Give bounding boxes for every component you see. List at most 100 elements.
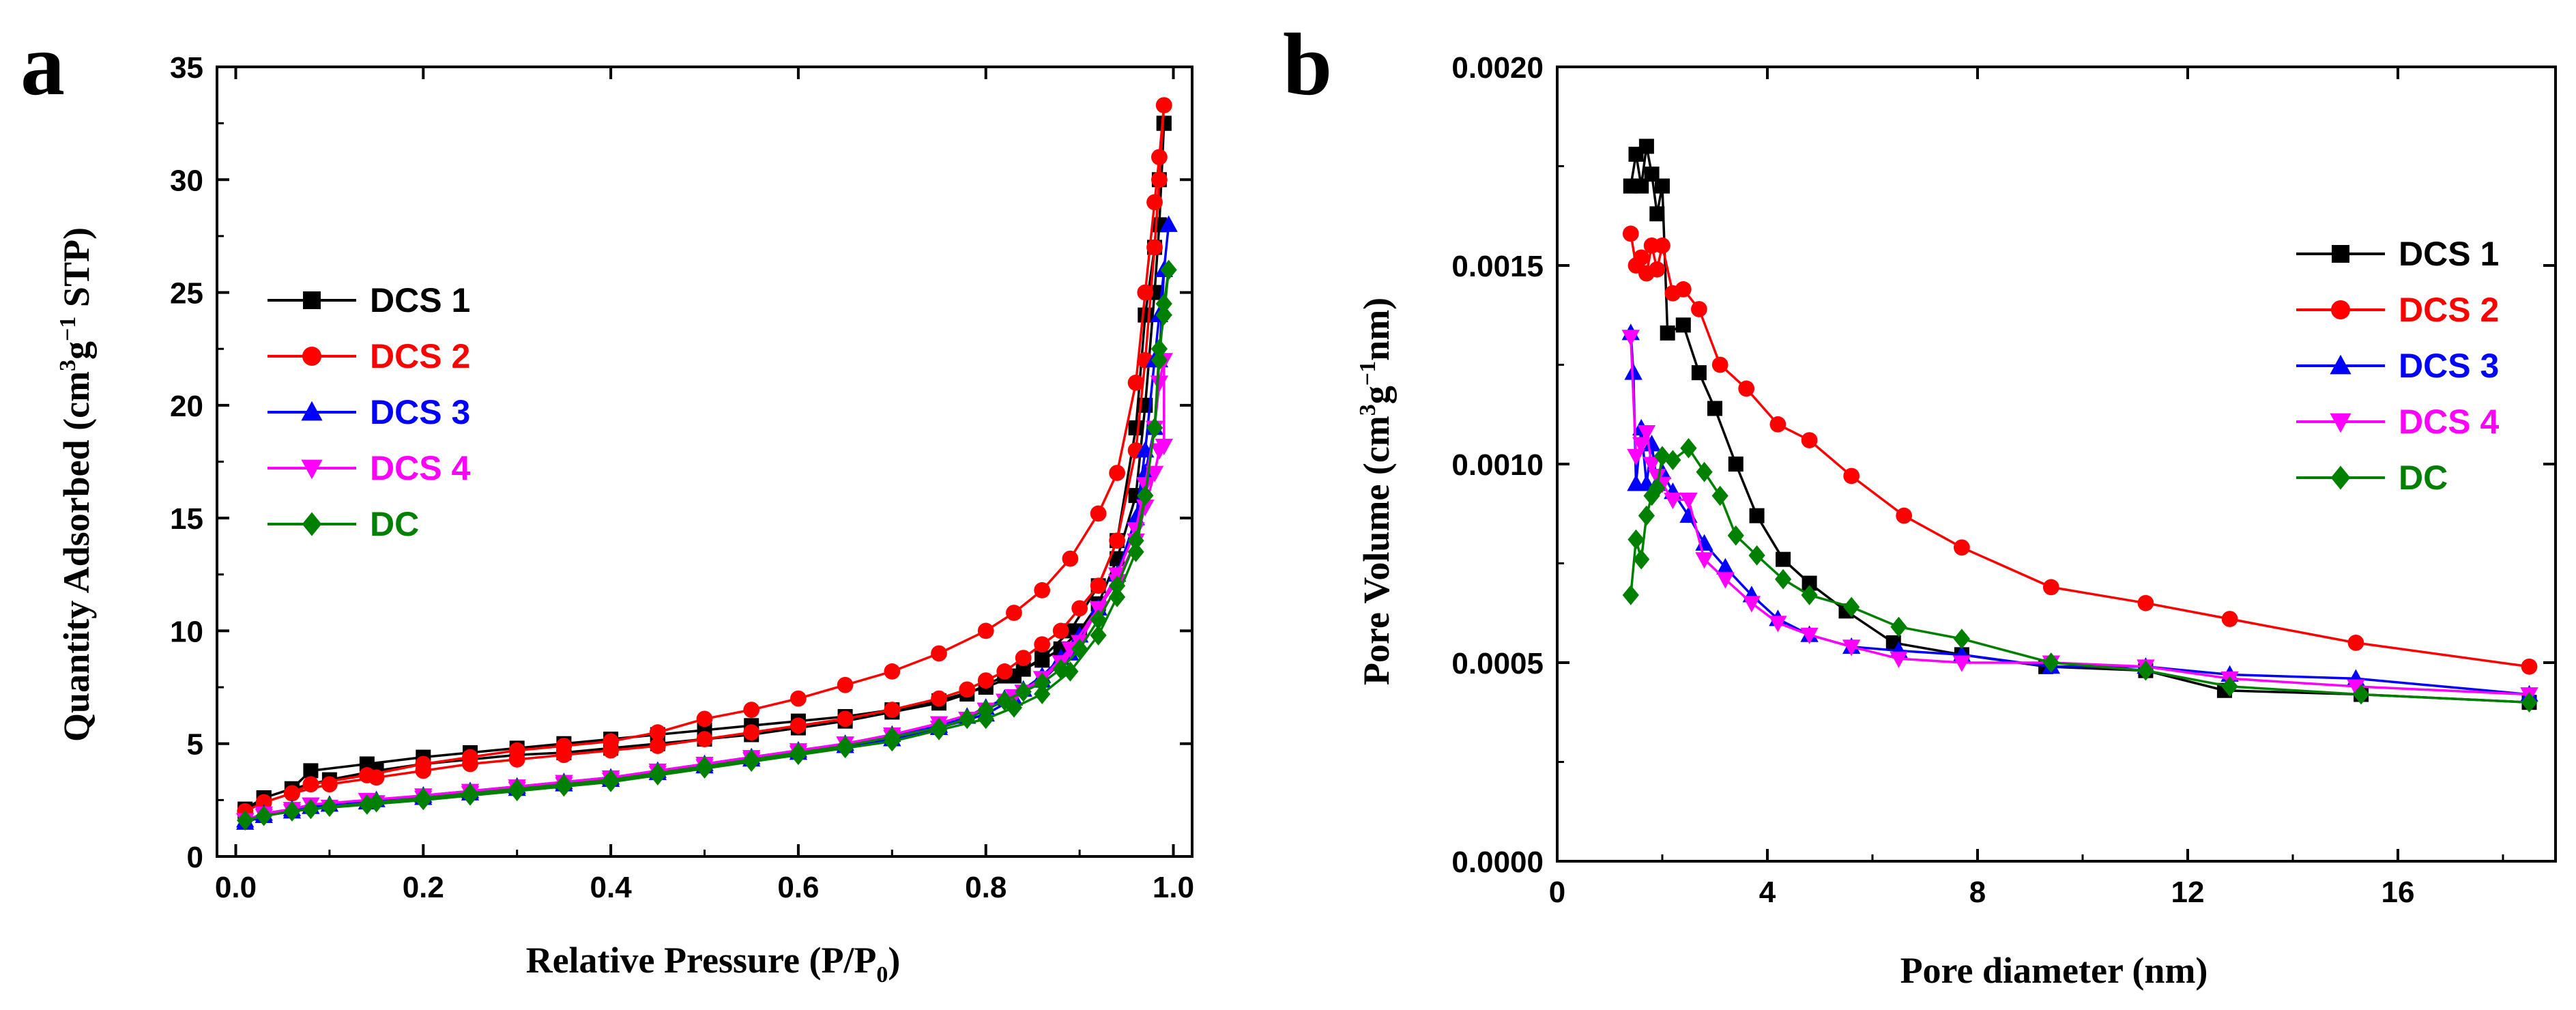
chart-b-series-dc-point bbox=[2137, 660, 2154, 681]
chart-a-xtick-label: 0.6 bbox=[777, 871, 819, 904]
chart-a-series-dcs2-point bbox=[743, 702, 760, 719]
chart-b-series-dcs1-point bbox=[1776, 551, 1791, 567]
chart-a-series-dcs2-point bbox=[884, 702, 901, 719]
chart-a-series-dc-point bbox=[602, 769, 620, 790]
chart-a-series-dcs2-point bbox=[1146, 194, 1163, 211]
chart-a-xtick-label: 0.2 bbox=[403, 871, 444, 904]
chart-b-series-dc-point bbox=[1748, 545, 1765, 566]
chart-b-series-dcs4-point bbox=[1890, 651, 1908, 668]
chart-b-series-dcs4-point bbox=[1716, 572, 1735, 589]
chart-b-legend: DCS 1 DCS 2 DCS 3 DCS 4 DC bbox=[2296, 235, 2499, 497]
chart-b-legend-dcs1-label: DCS 1 bbox=[2399, 235, 2499, 273]
chart-a-series-dcs2-point bbox=[255, 794, 272, 811]
chart-a-series-dcs2-point bbox=[743, 724, 760, 741]
chart-b-series-dcs2-point bbox=[2137, 594, 2154, 611]
chart-b-series-dcs1-point bbox=[1655, 178, 1670, 194]
chart-b-series-dcs1-point bbox=[1728, 457, 1743, 472]
chart-b-xtick-label: 4 bbox=[1759, 876, 1776, 909]
chart-b-ytick-label: 0.0010 bbox=[1451, 448, 1544, 482]
chart-b-series-dc-point bbox=[1711, 485, 1728, 506]
chart-a-series-dcs2-point bbox=[931, 645, 947, 662]
chart-a-series-dc-point bbox=[743, 749, 760, 770]
chart-a-series-dcs2-point bbox=[415, 762, 432, 779]
chart-b-series-dc-point bbox=[1649, 478, 1666, 498]
chart-a-series-dc-point bbox=[1150, 338, 1168, 360]
chart-b-xtick-label: 8 bbox=[1969, 876, 1986, 909]
chart-b-ytick-label: 0.0015 bbox=[1451, 250, 1544, 283]
chart-a-legend-dcs4-label: DCS 4 bbox=[370, 449, 470, 487]
chart-a-series-dcs2-line bbox=[244, 105, 1166, 813]
chart-a-series-dc-point bbox=[1090, 609, 1107, 630]
chart-a-series-dc-point bbox=[1034, 672, 1051, 693]
panel-label-b: b bbox=[1283, 16, 1332, 114]
chart-a-legend-dcs4-marker bbox=[301, 459, 323, 480]
chart-b-series-dcs2-point bbox=[1896, 507, 1913, 524]
chart-b-series-dcs3-line bbox=[1630, 332, 2530, 696]
chart-b-series-dcs3-point bbox=[1642, 435, 1661, 452]
chart-a-series-dc-point bbox=[1146, 418, 1163, 438]
chart-a-series-dc-point bbox=[977, 699, 994, 720]
chart-b-series-dcs4-point bbox=[1952, 655, 1971, 672]
chart-a-legend-dcs3-marker bbox=[301, 401, 323, 421]
chart-b-legend-dcs1-marker bbox=[2332, 245, 2349, 263]
chart-b-series-dcs2-line bbox=[1630, 233, 2530, 668]
chart-a-series-dcs2-point bbox=[1015, 650, 1032, 666]
chart-b-ytick-label: 0.0020 bbox=[1451, 51, 1544, 85]
chart-a-series-dcs2-point bbox=[884, 663, 901, 680]
chart-a-series-dc-point bbox=[461, 783, 479, 804]
chart-a-series-dcs2-point bbox=[1151, 171, 1168, 188]
chart-a-series-dc-point bbox=[996, 691, 1013, 711]
chart-a-xtick-label: 0.4 bbox=[590, 871, 633, 904]
chart-a-legend-dcs3-label: DCS 3 bbox=[370, 393, 470, 431]
chart-a-series-dcs2-point bbox=[1109, 465, 1125, 481]
chart-a-series-dc-point bbox=[368, 792, 385, 813]
chart-a-series-dcs2-point bbox=[1034, 636, 1051, 653]
chart-b-series-dcs2-point bbox=[1649, 261, 1666, 278]
chart-a-series-dcs2-point bbox=[368, 769, 385, 786]
chart-a-series-dcs2-point bbox=[837, 676, 854, 693]
chart-b-legend-dcs3-marker bbox=[2330, 354, 2351, 375]
chart-b-series-dcs2-point bbox=[2347, 635, 2364, 651]
chart-b: b 0 4 8 12 160.00000.00050.00100.00150.0020 … bbox=[1283, 16, 2557, 991]
chart-b-series-dcs1-point bbox=[1649, 206, 1665, 222]
chart-a-series-dcs2-point bbox=[1109, 532, 1125, 549]
chart-a-series-dc-point bbox=[283, 801, 301, 822]
chart-a-series bbox=[236, 97, 1178, 831]
chart-a-series-dcs1-point bbox=[1034, 652, 1050, 668]
chart-a-series-dcs2-point bbox=[462, 755, 478, 773]
chart-b-legend-dcs4-marker bbox=[2330, 413, 2351, 433]
chart-a-ylabel: Quantity Adsorbed (cm3g−1 STP) bbox=[55, 227, 97, 742]
chart-a-series-dcs2-point bbox=[284, 785, 300, 802]
chart-a-series-dcs2-point bbox=[837, 710, 854, 727]
chart-a-series-dcs4-point bbox=[1136, 500, 1155, 517]
chart-b-ytick-label: 0.0005 bbox=[1451, 647, 1544, 680]
chart-a-series-dc-point bbox=[1127, 530, 1144, 551]
chart-a-legend-dcs1-marker bbox=[303, 291, 321, 309]
chart-b-series-dcs3-point bbox=[1716, 558, 1735, 575]
chart-a-series-dc-point bbox=[1127, 541, 1144, 562]
chart-b-legend-dcs4-label: DCS 4 bbox=[2399, 403, 2499, 441]
chart-a-legend-dcs2-marker bbox=[302, 346, 322, 366]
chart-b-series-dcs2-point bbox=[1711, 356, 1728, 373]
chart-a-series-dcs2-point bbox=[1090, 577, 1107, 594]
chart-a: a 0.0 0.2 0.4 0.6 0.8 1.0 0 5 10 15 20 25 30 35 DCS 1… bbox=[20, 16, 1194, 987]
chart-b-series-dc-point bbox=[1696, 461, 1713, 482]
chart-a-series-dc-point bbox=[1150, 349, 1168, 371]
chart-a-series-dc-point bbox=[1062, 661, 1079, 682]
chart-a-series-dc-point bbox=[1137, 485, 1154, 506]
chart-a-series-dcs2-point bbox=[1137, 284, 1154, 301]
chart-b-series-dcs4-point bbox=[1742, 596, 1761, 613]
chart-b-legend-dcs3-label: DCS 3 bbox=[2399, 347, 2499, 385]
chart-a-series-dcs2-point bbox=[508, 751, 525, 768]
chart-b-series-dcs2-point bbox=[1691, 301, 1707, 317]
chart-b-series-dc-point bbox=[2042, 652, 2059, 673]
chart-a-ytick-label: 20 bbox=[170, 390, 203, 423]
chart-b-series-dc-point bbox=[1801, 585, 1818, 605]
chart-b-series-dcs1-point bbox=[1749, 508, 1765, 523]
chart-a-series-dcs2-point bbox=[302, 776, 319, 793]
chart-b-series-dc-point bbox=[1727, 525, 1744, 546]
chart-a-series-dc-point bbox=[884, 726, 901, 747]
chart-a-legend: DCS 1 DCS 2 DCS 3 DCS 4 DC bbox=[267, 281, 470, 543]
chart-b-series-dcs2-point bbox=[1738, 380, 1755, 397]
